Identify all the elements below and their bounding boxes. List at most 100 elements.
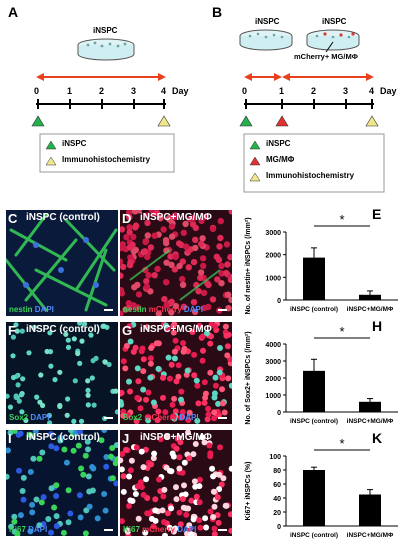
panel-a-timeline [0,0,200,175]
y-tick-label: 1000 [265,275,281,282]
bar [303,470,325,526]
micrograph-letter: D [122,211,132,226]
scale-bar [104,309,113,311]
tick-label: 0 [34,86,40,96]
chart-e: 0 1000 2000 3000 No. of nestin+ iNSPCs (/mm²… [240,210,404,320]
legend-box [243,133,385,193]
y-axis-label: No. of nestin+ iNSPCs (/mm²) [245,217,252,314]
y-tick-label: 2000 [265,253,281,260]
culture-period-arrow [36,73,166,81]
culture-period-arrow [244,73,282,81]
bar [303,257,325,300]
micrograph-f: F iNSPC (control) Sox2 DAPI [6,322,118,424]
micrograph-letter: G [122,323,133,338]
bar [303,370,325,412]
micrograph-title: iNSPC+MG/MΦ [140,324,212,335]
panel-b-timeline [200,0,406,200]
green-triangle-icon [239,115,253,127]
micrograph-d: D iNSPC+MG/MΦ nestin mCherry DAPI [120,210,232,316]
x-tick-label: iNSPC+MG/MΦ [347,418,394,425]
y-tick-label: 20 [273,510,281,517]
tick-label: 1 [67,86,73,96]
legend-item: MG/MΦ [266,155,295,164]
dish-label: iNSPC [255,17,280,26]
stain-legend: Sox2 mCherry DAPI [123,413,199,422]
tick-label: 1 [279,86,285,96]
micrograph-title: iNSPC+MG/MΦ [140,432,212,443]
panel-a-label: A [8,4,19,20]
red-triangle-icon [275,115,289,127]
tick-label: 3 [343,86,349,96]
y-axis-label: Ki67+ iNSPCs (%) [245,462,252,521]
bar [359,401,381,412]
micrograph-i: I iNSPC (control) Ki67 DAPI [6,430,118,536]
scale-bar [218,417,227,419]
y-tick-label: 3000 [265,359,281,366]
panel-b-label: B [212,4,223,20]
dish-label: iNSPC [93,26,118,35]
micrograph-title: iNSPC+MG/MΦ [140,212,212,223]
panel-e-label: E [372,206,382,222]
yellow-triangle-icon [365,115,379,127]
micrograph-title: iNSPC (control) [26,212,100,223]
culture-dish-icon [239,29,293,51]
panel-k-label: K [372,430,383,446]
stain-legend: Sox2 DAPI [9,413,50,422]
legend-box [39,133,175,173]
x-tick-label: iNSPC (control) [290,418,338,425]
tick-label: 2 [99,86,105,96]
scale-bar [218,529,227,531]
panel-h-label: H [372,318,383,334]
green-triangle-icon [249,140,261,150]
y-tick-label: 0 [277,524,281,531]
chart-h: 0 1000 2000 3000 4000 No. of Sox2+ iNSPCs (/m… [240,322,404,432]
legend-item: iNSPC [266,139,291,148]
yellow-triangle-icon [157,115,171,127]
y-tick-label: 0 [277,410,281,417]
coculture-ki67-image [120,430,232,536]
dish-label: iNSPC [322,17,347,26]
y-tick-label: 3000 [265,230,281,237]
micrograph-letter: I [8,431,12,446]
green-triangle-icon [31,115,45,127]
legend-item: iNSPC [62,139,87,148]
significance-star: * [339,324,344,339]
micrograph-j: J iNSPC+MG/MΦ Ki67 mCherry DAPI [120,430,232,536]
stain-legend: Ki67 DAPI [9,525,48,534]
addition-pointer [325,41,334,53]
addition-label: mCherry+ MG/MΦ [294,52,358,61]
y-tick-label: 80 [273,468,281,475]
scale-bar [104,529,113,531]
bar [359,494,381,526]
ki67-cells-image [6,430,118,536]
stain-legend: nestin mCherry DAPI [123,305,204,314]
nestin-cells-image [6,213,118,312]
legend-item: Immunohistochemistry [62,155,151,164]
micrograph-letter: C [8,211,18,226]
y-tick-label: 100 [269,454,281,461]
tick-label: 4 [369,86,375,96]
tick-label: 3 [131,86,137,96]
coculture-dish-icon [306,29,360,51]
day-axis [244,99,374,109]
coculture-sox2-image [120,322,232,424]
y-tick-label: 2000 [265,376,281,383]
x-tick-label: iNSPC (control) [290,532,338,539]
micrograph-letter: F [8,323,16,338]
micrograph-title: iNSPC (control) [26,324,100,335]
micrograph-title: iNSPC (control) [26,432,100,443]
y-tick-label: 60 [273,482,281,489]
micrograph-c: C iNSPC (control) nestin DAPI [6,210,118,316]
stain-legend: Ki67 mCherry DAPI [123,525,197,534]
coculture-cells-image [120,210,232,316]
y-tick-label: 0 [277,298,281,305]
scale-bar [104,417,113,419]
y-tick-label: 1000 [265,393,281,400]
micrograph-g: G iNSPC+MG/MΦ Sox2 mCherry DAPI [120,322,232,424]
green-triangle-icon [45,140,57,150]
sox2-cells-image [6,322,118,424]
significance-star: * [339,212,344,227]
red-triangle-icon [249,156,261,166]
culture-dish-icon [77,38,135,61]
yellow-triangle-icon [45,156,57,166]
